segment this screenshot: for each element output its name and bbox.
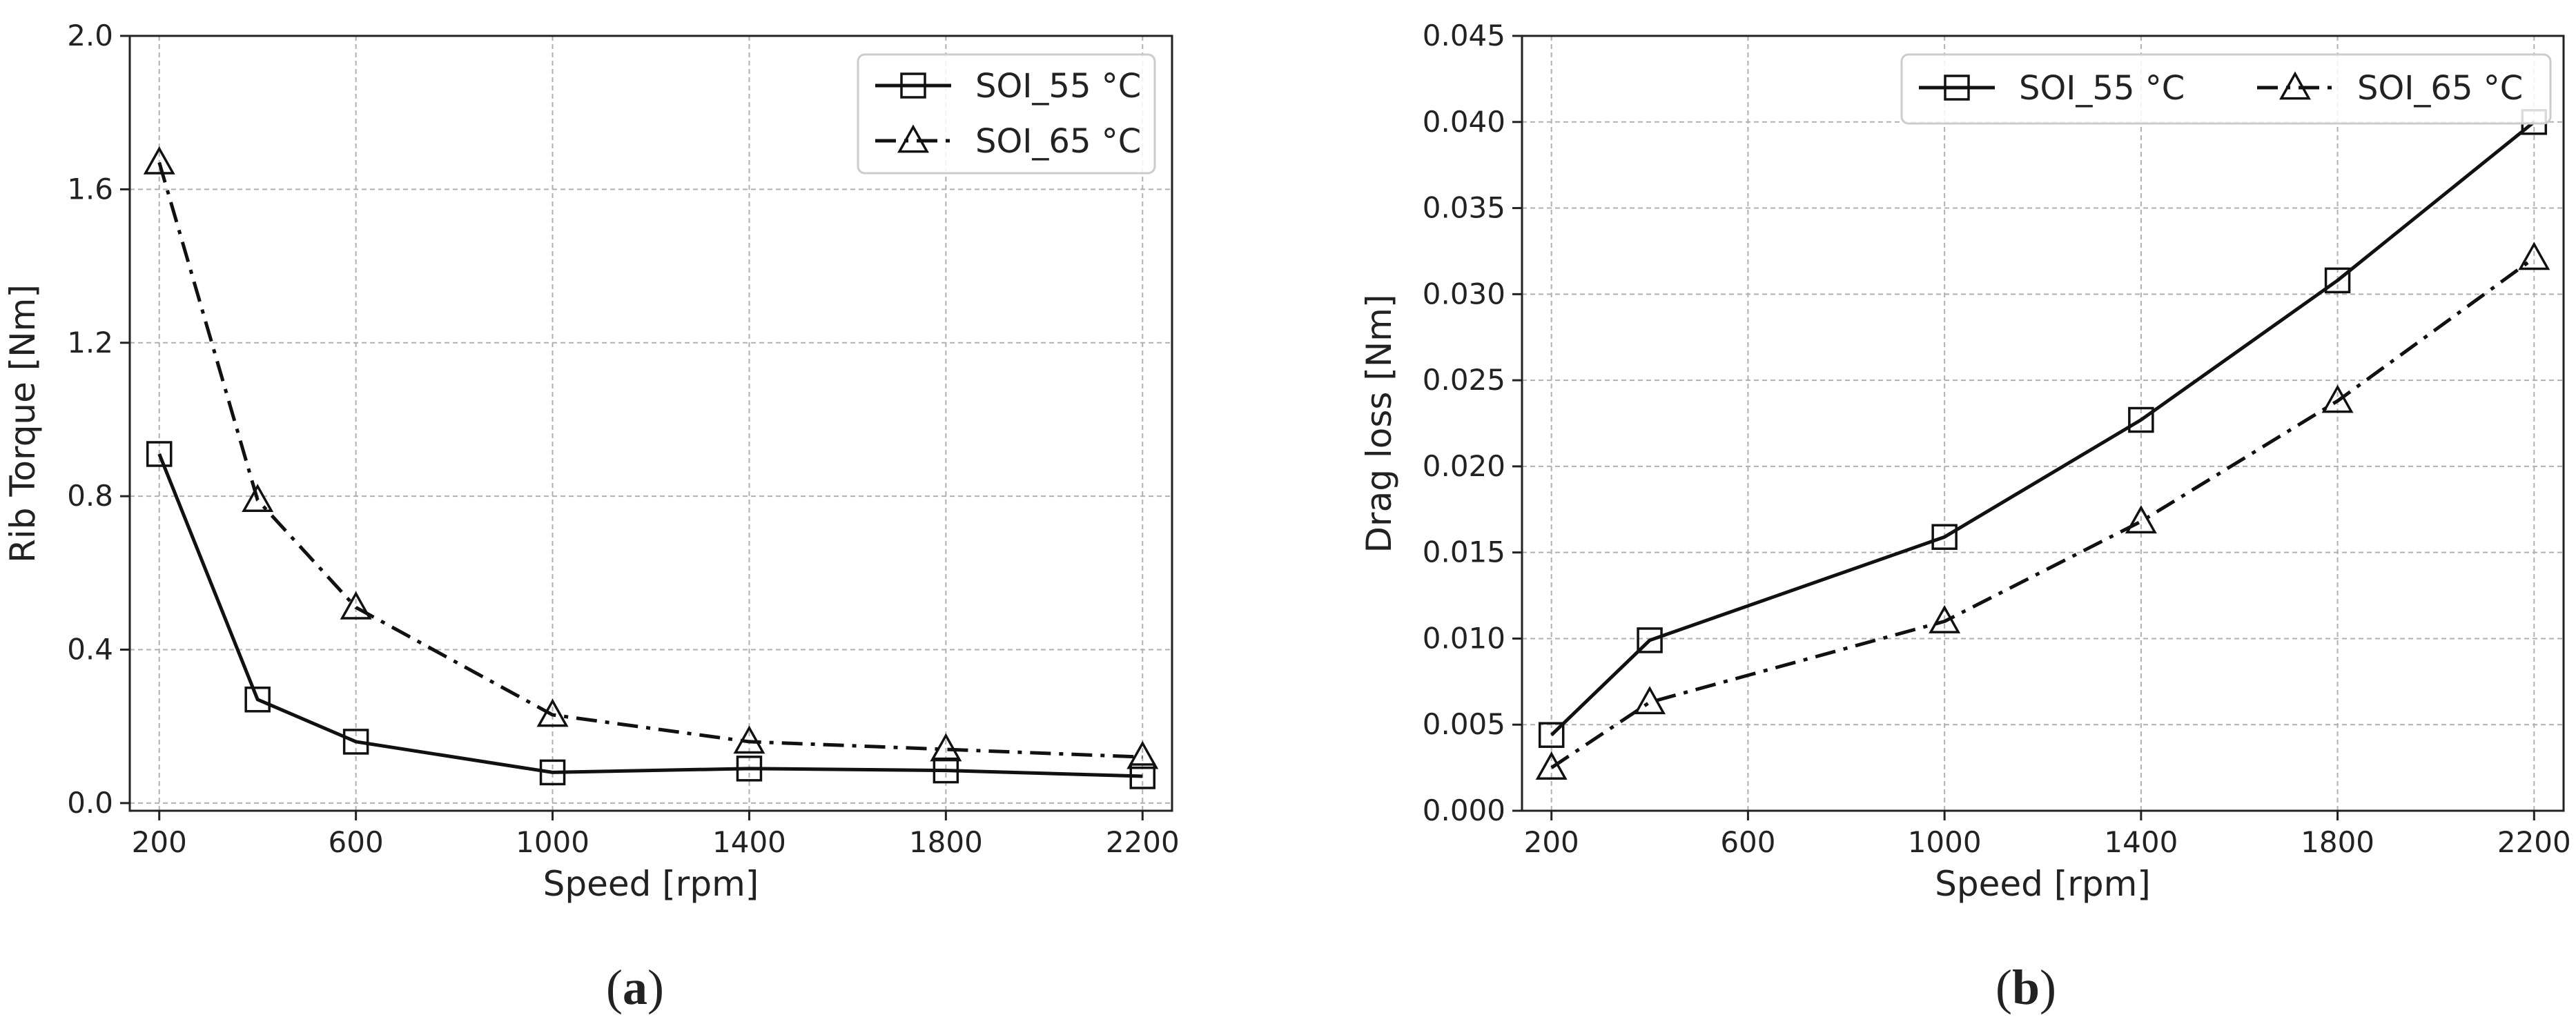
data-point-0 bbox=[933, 757, 959, 784]
y-tick-label: 0.005 bbox=[1423, 707, 1505, 741]
panel-label: (a) bbox=[606, 960, 664, 1015]
data-point-0 bbox=[1129, 763, 1156, 789]
y-tick-label: 1.6 bbox=[67, 172, 113, 206]
data-point-0 bbox=[1637, 627, 1663, 653]
x-tick-label: 2200 bbox=[1106, 825, 1180, 859]
data-point-1 bbox=[242, 484, 274, 513]
x-tick-label: 2200 bbox=[2497, 825, 2571, 859]
y-tick-label: 0.015 bbox=[1423, 535, 1505, 569]
y-tick-label: 0.8 bbox=[67, 479, 113, 513]
x-tick-label: 200 bbox=[132, 825, 187, 859]
y-tick-label: 0.035 bbox=[1423, 191, 1505, 225]
y-tick-label: 0.000 bbox=[1423, 793, 1505, 827]
data-point-1 bbox=[2321, 384, 2354, 413]
y-axis-label: Rib Torque [Nm] bbox=[3, 284, 43, 563]
y-axis-label: Drag loss [Nm] bbox=[1359, 295, 1399, 553]
data-point-0 bbox=[1931, 524, 1958, 550]
data-point-1 bbox=[2125, 505, 2157, 534]
x-axis-label: Speed [rpm] bbox=[1935, 864, 2151, 904]
legend-label-1: SOI_65 °C bbox=[2357, 69, 2523, 108]
series-line-0 bbox=[1550, 120, 2535, 736]
x-tick-label: 1000 bbox=[1908, 825, 1982, 859]
series-line-1 bbox=[157, 161, 1143, 759]
chart-panel-b: 200 600 1000 1400 1800 2200 0.000 0.005 0.010 0.0… bbox=[1359, 19, 2571, 1015]
data-point-0 bbox=[146, 441, 173, 467]
chart-panel-a: 200 600 1000 1400 1800 2200 0.0 0.4 0.8 1.2 1.6 2.0… bbox=[3, 19, 1180, 1015]
data-point-0 bbox=[2128, 406, 2154, 433]
legend-marker-0 bbox=[1944, 75, 1970, 101]
legend-label-0: SOI_55 °C bbox=[975, 67, 1141, 106]
y-tick-label: 0.045 bbox=[1423, 19, 1505, 52]
data-point-0 bbox=[244, 687, 271, 713]
y-tick-label: 0.010 bbox=[1423, 621, 1505, 655]
data-point-1 bbox=[1929, 604, 1961, 633]
y-tick-label: 0.020 bbox=[1423, 449, 1505, 483]
legend-marker-1 bbox=[2279, 71, 2311, 100]
plot-frame bbox=[1521, 34, 2565, 812]
data-point-0 bbox=[2324, 267, 2351, 294]
y-tick-label: 0.030 bbox=[1423, 277, 1505, 310]
data-point-0 bbox=[539, 759, 566, 786]
data-point-1 bbox=[340, 591, 372, 620]
series-line-1 bbox=[1550, 256, 2535, 769]
x-tick-label: 200 bbox=[1524, 825, 1579, 859]
data-point-0 bbox=[342, 729, 369, 755]
y-tick-label: 1.2 bbox=[67, 326, 113, 359]
y-tick-label: 0.025 bbox=[1423, 363, 1505, 397]
data-point-1 bbox=[536, 698, 569, 727]
y-tick-label: 0.4 bbox=[67, 633, 113, 667]
x-tick-label: 600 bbox=[329, 825, 384, 859]
series-line-0 bbox=[157, 453, 1143, 778]
data-point-1 bbox=[1126, 740, 1159, 769]
x-tick-label: 1800 bbox=[2301, 825, 2374, 859]
legend-marker-1 bbox=[897, 124, 929, 153]
x-tick-label: 600 bbox=[1720, 825, 1775, 859]
x-axis-label: Speed [rpm] bbox=[543, 864, 759, 904]
data-point-1 bbox=[930, 733, 962, 762]
y-tick-label: 0.0 bbox=[67, 786, 113, 820]
legend-label-0: SOI_55 °C bbox=[2019, 69, 2185, 108]
y-tick-label: 0.040 bbox=[1423, 105, 1505, 139]
x-tick-label: 1000 bbox=[516, 825, 589, 859]
panel-label: (b) bbox=[1996, 960, 2056, 1015]
legend-label-1: SOI_65 °C bbox=[975, 122, 1141, 161]
legend-box bbox=[1900, 53, 2552, 125]
data-point-1 bbox=[2518, 241, 2550, 270]
x-tick-label: 1400 bbox=[2104, 825, 2178, 859]
data-point-1 bbox=[143, 146, 175, 175]
x-tick-label: 1800 bbox=[909, 825, 983, 859]
data-point-1 bbox=[1634, 686, 1666, 715]
data-point-0 bbox=[736, 756, 763, 782]
y-tick-label: 2.0 bbox=[67, 19, 113, 52]
data-point-1 bbox=[733, 725, 765, 754]
data-point-1 bbox=[1535, 751, 1568, 780]
legend-marker-0 bbox=[900, 72, 926, 99]
data-point-0 bbox=[1538, 722, 1565, 748]
x-tick-label: 1400 bbox=[712, 825, 786, 859]
plot-frame bbox=[128, 34, 1173, 812]
